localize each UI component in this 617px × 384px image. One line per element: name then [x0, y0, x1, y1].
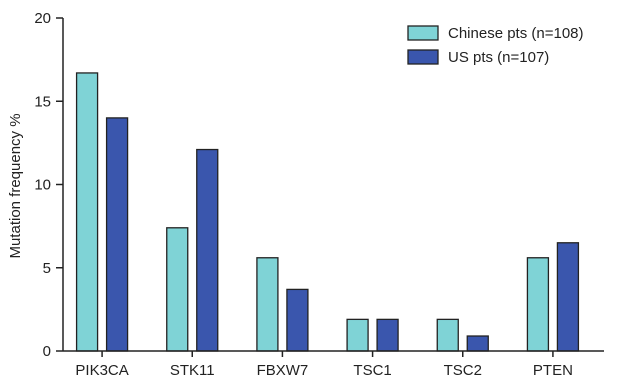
- legend-label: Chinese pts (n=108): [448, 25, 584, 42]
- bar-stk11-series-2: [196, 148, 219, 352]
- legend: Chinese pts (n=108) US pts (n=107): [407, 25, 584, 66]
- x-tick-label: TSC2: [444, 362, 482, 379]
- y-tick-label: 5: [43, 260, 51, 277]
- y-axis-label: Mutation frequency %: [7, 113, 24, 258]
- axes-group: 0 5 10 15 20 PIK3CA STK11 FBXW7 TSC1 TSC2 PTEN: [34, 10, 604, 379]
- x-tick-label: PTEN: [533, 362, 573, 379]
- legend-label: US pts (n=107): [448, 49, 549, 66]
- bar-fbxw7-series-2: [286, 288, 309, 352]
- x-tick-label: TSC1: [353, 362, 391, 379]
- legend-swatch: [407, 49, 439, 65]
- legend-swatch: [407, 25, 439, 41]
- bar-pten-series-1: [526, 257, 550, 352]
- bar-pik3ca-series-2: [105, 117, 129, 352]
- bar-fbxw7-series-1: [256, 257, 279, 352]
- x-tick-label: STK11: [170, 362, 215, 379]
- bar-tsc2-series-2: [466, 335, 489, 352]
- y-tick-label: 20: [34, 10, 51, 27]
- x-tick-label: PIK3CA: [75, 362, 128, 379]
- bar-tsc1-series-2: [376, 318, 399, 352]
- bars-group: [75, 72, 580, 352]
- bar-tsc2-series-1: [436, 318, 459, 352]
- y-tick-label: 0: [43, 343, 51, 360]
- bar-pik3ca-series-1: [75, 72, 99, 352]
- x-tick-label: FBXW7: [257, 362, 309, 379]
- y-tick-label: 15: [34, 93, 51, 110]
- bar-pten-series-2: [556, 242, 580, 352]
- bar-tsc1-series-1: [346, 318, 369, 352]
- bar-stk11-series-1: [166, 227, 189, 352]
- y-tick-label: 10: [34, 177, 51, 194]
